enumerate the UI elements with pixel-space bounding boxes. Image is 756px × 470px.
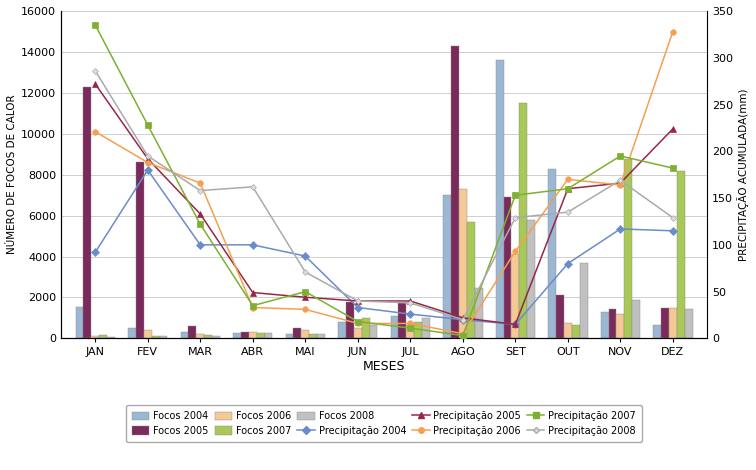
Bar — [128, 328, 136, 338]
Bar — [443, 195, 451, 338]
Bar — [519, 103, 527, 338]
Bar — [422, 318, 430, 338]
Bar — [580, 263, 587, 338]
Bar — [204, 335, 212, 338]
Bar — [496, 60, 503, 338]
Y-axis label: NÚMERO DE FOCOS DE CALOR: NÚMERO DE FOCOS DE CALOR — [7, 95, 17, 254]
Bar — [309, 334, 317, 338]
Bar — [197, 334, 204, 338]
Bar — [459, 189, 466, 338]
Bar — [265, 333, 272, 338]
Bar — [91, 337, 99, 338]
Bar — [653, 325, 661, 338]
Bar — [391, 316, 398, 338]
Bar — [677, 171, 685, 338]
Bar — [370, 325, 377, 338]
Bar — [601, 312, 609, 338]
Bar — [152, 336, 160, 338]
Bar — [475, 288, 482, 338]
Bar — [76, 307, 83, 338]
Bar — [661, 308, 669, 338]
Bar — [466, 222, 475, 338]
Bar — [564, 323, 572, 338]
Bar — [407, 325, 414, 338]
Bar — [188, 326, 197, 338]
Bar — [338, 322, 346, 338]
Bar — [249, 332, 257, 338]
Bar — [632, 299, 640, 338]
Bar — [503, 197, 511, 338]
Bar — [548, 169, 556, 338]
Bar — [354, 328, 361, 338]
Bar — [317, 334, 325, 338]
Bar — [572, 325, 580, 338]
Bar — [361, 318, 370, 338]
Bar — [293, 328, 302, 338]
Bar — [685, 309, 692, 338]
Bar — [527, 219, 535, 338]
Bar — [398, 303, 407, 338]
Bar — [302, 330, 309, 338]
Legend: Focos 2004, Focos 2005, Focos 2006, Focos 2007, Focos 2008, Precipitação 2004, P: Focos 2004, Focos 2005, Focos 2006, Foco… — [126, 406, 642, 442]
Bar — [181, 332, 188, 338]
Bar — [257, 333, 265, 338]
Bar — [233, 333, 241, 338]
Bar — [616, 314, 624, 338]
Bar — [107, 337, 115, 338]
Bar — [669, 308, 677, 338]
Bar — [346, 302, 354, 338]
Bar — [511, 254, 519, 338]
Bar — [212, 336, 220, 338]
Bar — [99, 335, 107, 338]
X-axis label: MESES: MESES — [363, 360, 405, 373]
Bar — [624, 159, 632, 338]
Bar — [136, 163, 144, 338]
Bar — [414, 322, 422, 338]
Y-axis label: PRECIPITAÇÃO ACUMULADA(mm): PRECIPITAÇÃO ACUMULADA(mm) — [737, 88, 749, 261]
Bar — [451, 46, 459, 338]
Bar — [556, 296, 564, 338]
Bar — [286, 334, 293, 338]
Bar — [609, 309, 616, 338]
Bar — [160, 336, 167, 338]
Bar — [241, 332, 249, 338]
Bar — [83, 86, 91, 338]
Bar — [144, 329, 152, 338]
